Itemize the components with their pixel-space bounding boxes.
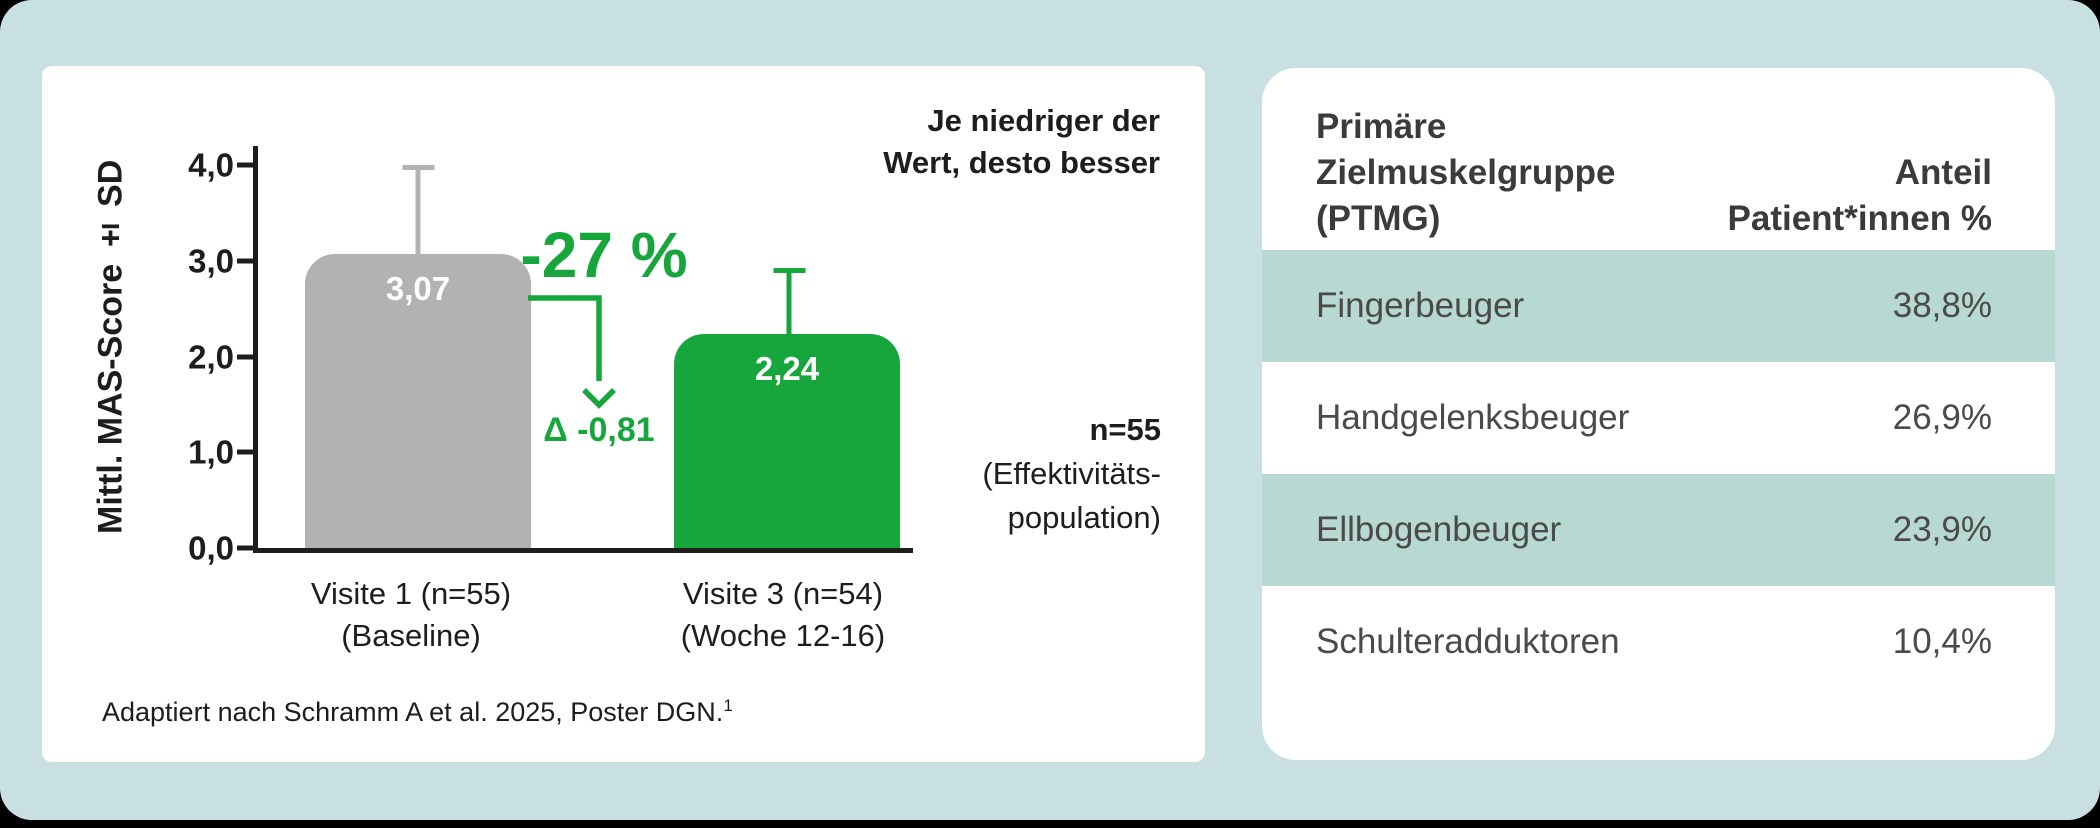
x-label-line1: Visite 1 (n=55) [310, 576, 512, 611]
y-tick-mark [237, 354, 253, 360]
bar-visite1-baseline: 3,07 [305, 254, 531, 548]
y-tick-mark [237, 545, 253, 551]
y-tick-label: 2,0 [188, 338, 234, 376]
y-tick-label: 3,0 [188, 242, 234, 280]
delta-arrow-icon [528, 295, 616, 409]
y-tick-mark [237, 258, 253, 264]
row-label: Ellbogenbeuger [1316, 510, 1562, 549]
plot-area: 3,07 2,24 [237, 146, 913, 553]
bar-value-label: 3,07 [385, 270, 451, 308]
goal-hint-line1: Je niedriger der [927, 103, 1160, 138]
footnote-text: Adaptiert nach Schramm A et al. 2025, Po… [102, 697, 724, 727]
row-value: 26,9% [1892, 398, 1992, 437]
source-footnote: Adaptiert nach Schramm A et al. 2025, Po… [102, 696, 733, 728]
population-line3: population) [1007, 500, 1161, 536]
bar-value-label: 2,24 [754, 349, 820, 387]
population-line2: (Effektivitäts- [982, 456, 1161, 492]
percent-change-label: -27 % [520, 219, 688, 291]
table-row-ellbogenbeuger: Ellbogenbeuger 23,9% [1262, 474, 2055, 586]
bar-visite3-woche12-16: 2,24 [674, 333, 900, 548]
chart-card: Je niedriger der Wert, desto besser Mitt… [42, 66, 1205, 762]
row-value: 38,8% [1892, 286, 1992, 325]
error-bar-cap [402, 165, 434, 171]
row-label: Schulteradduktoren [1316, 622, 1620, 661]
delta-value-label: Δ -0,81 [543, 411, 655, 449]
y-axis-title: Mittl. MAS-Score ± SD [91, 159, 130, 535]
x-axis-label-visite1: Visite 1 (n=55) (Baseline) [231, 573, 591, 657]
table-header-muscle-group: Primäre Zielmuskelgruppe (PTMG) [1316, 104, 1616, 243]
goal-hint-line2: Wert, desto besser [883, 144, 1160, 180]
error-bar-visite1 [402, 165, 434, 263]
row-label: Handgelenksbeuger [1316, 398, 1630, 437]
x-axis-label-visite3: Visite 3 (n=54) (Woche 12-16) [603, 573, 963, 657]
y-tick-label: 1,0 [188, 433, 234, 471]
footnote-superscript: 1 [723, 696, 733, 715]
y-axis-tick-labels: 4,0 3,0 2,0 1,0 0,0 [160, 146, 234, 565]
table-row-fingerbeuger: Fingerbeuger 38,8% [1262, 250, 2055, 362]
x-label-line2: (Baseline) [341, 617, 481, 653]
population-note: n=55 (Effektivitäts- population) [982, 408, 1161, 540]
header-line: Zielmuskelgruppe [1316, 153, 1616, 193]
y-tick-mark [237, 162, 253, 168]
muscle-group-table-card: Primäre Zielmuskelgruppe (PTMG) Anteil P… [1262, 68, 2055, 760]
y-tick-mark [237, 449, 253, 455]
table-row-handgelenksbeuger: Handgelenksbeuger 26,9% [1262, 362, 2055, 474]
header-line: Primäre [1316, 107, 1447, 146]
x-label-line2: (Woche 12-16) [680, 617, 886, 653]
header-line: Patient*innen % [1727, 199, 1992, 239]
row-value: 10,4% [1892, 622, 1992, 661]
header-line: Anteil [1894, 153, 1992, 192]
goal-hint: Je niedriger der Wert, desto besser [883, 100, 1160, 183]
header-line: (PTMG) [1316, 199, 1441, 239]
row-value: 23,9% [1892, 510, 1992, 549]
population-n: n=55 [1089, 412, 1161, 447]
error-bar-visite3 [773, 267, 805, 342]
row-label: Fingerbeuger [1316, 286, 1525, 325]
x-label-line1: Visite 3 (n=54) [682, 576, 884, 611]
table-body: Fingerbeuger 38,8% Handgelenksbeuger 26,… [1262, 250, 2055, 698]
table-header-patient-share: Anteil Patient*innen % [1728, 150, 1992, 242]
y-tick-label: 4,0 [188, 146, 234, 184]
y-tick-label: 0,0 [188, 529, 234, 567]
table-row-schulteradduktoren: Schulteradduktoren 10,4% [1262, 586, 2055, 698]
error-bar-cap [773, 267, 805, 273]
